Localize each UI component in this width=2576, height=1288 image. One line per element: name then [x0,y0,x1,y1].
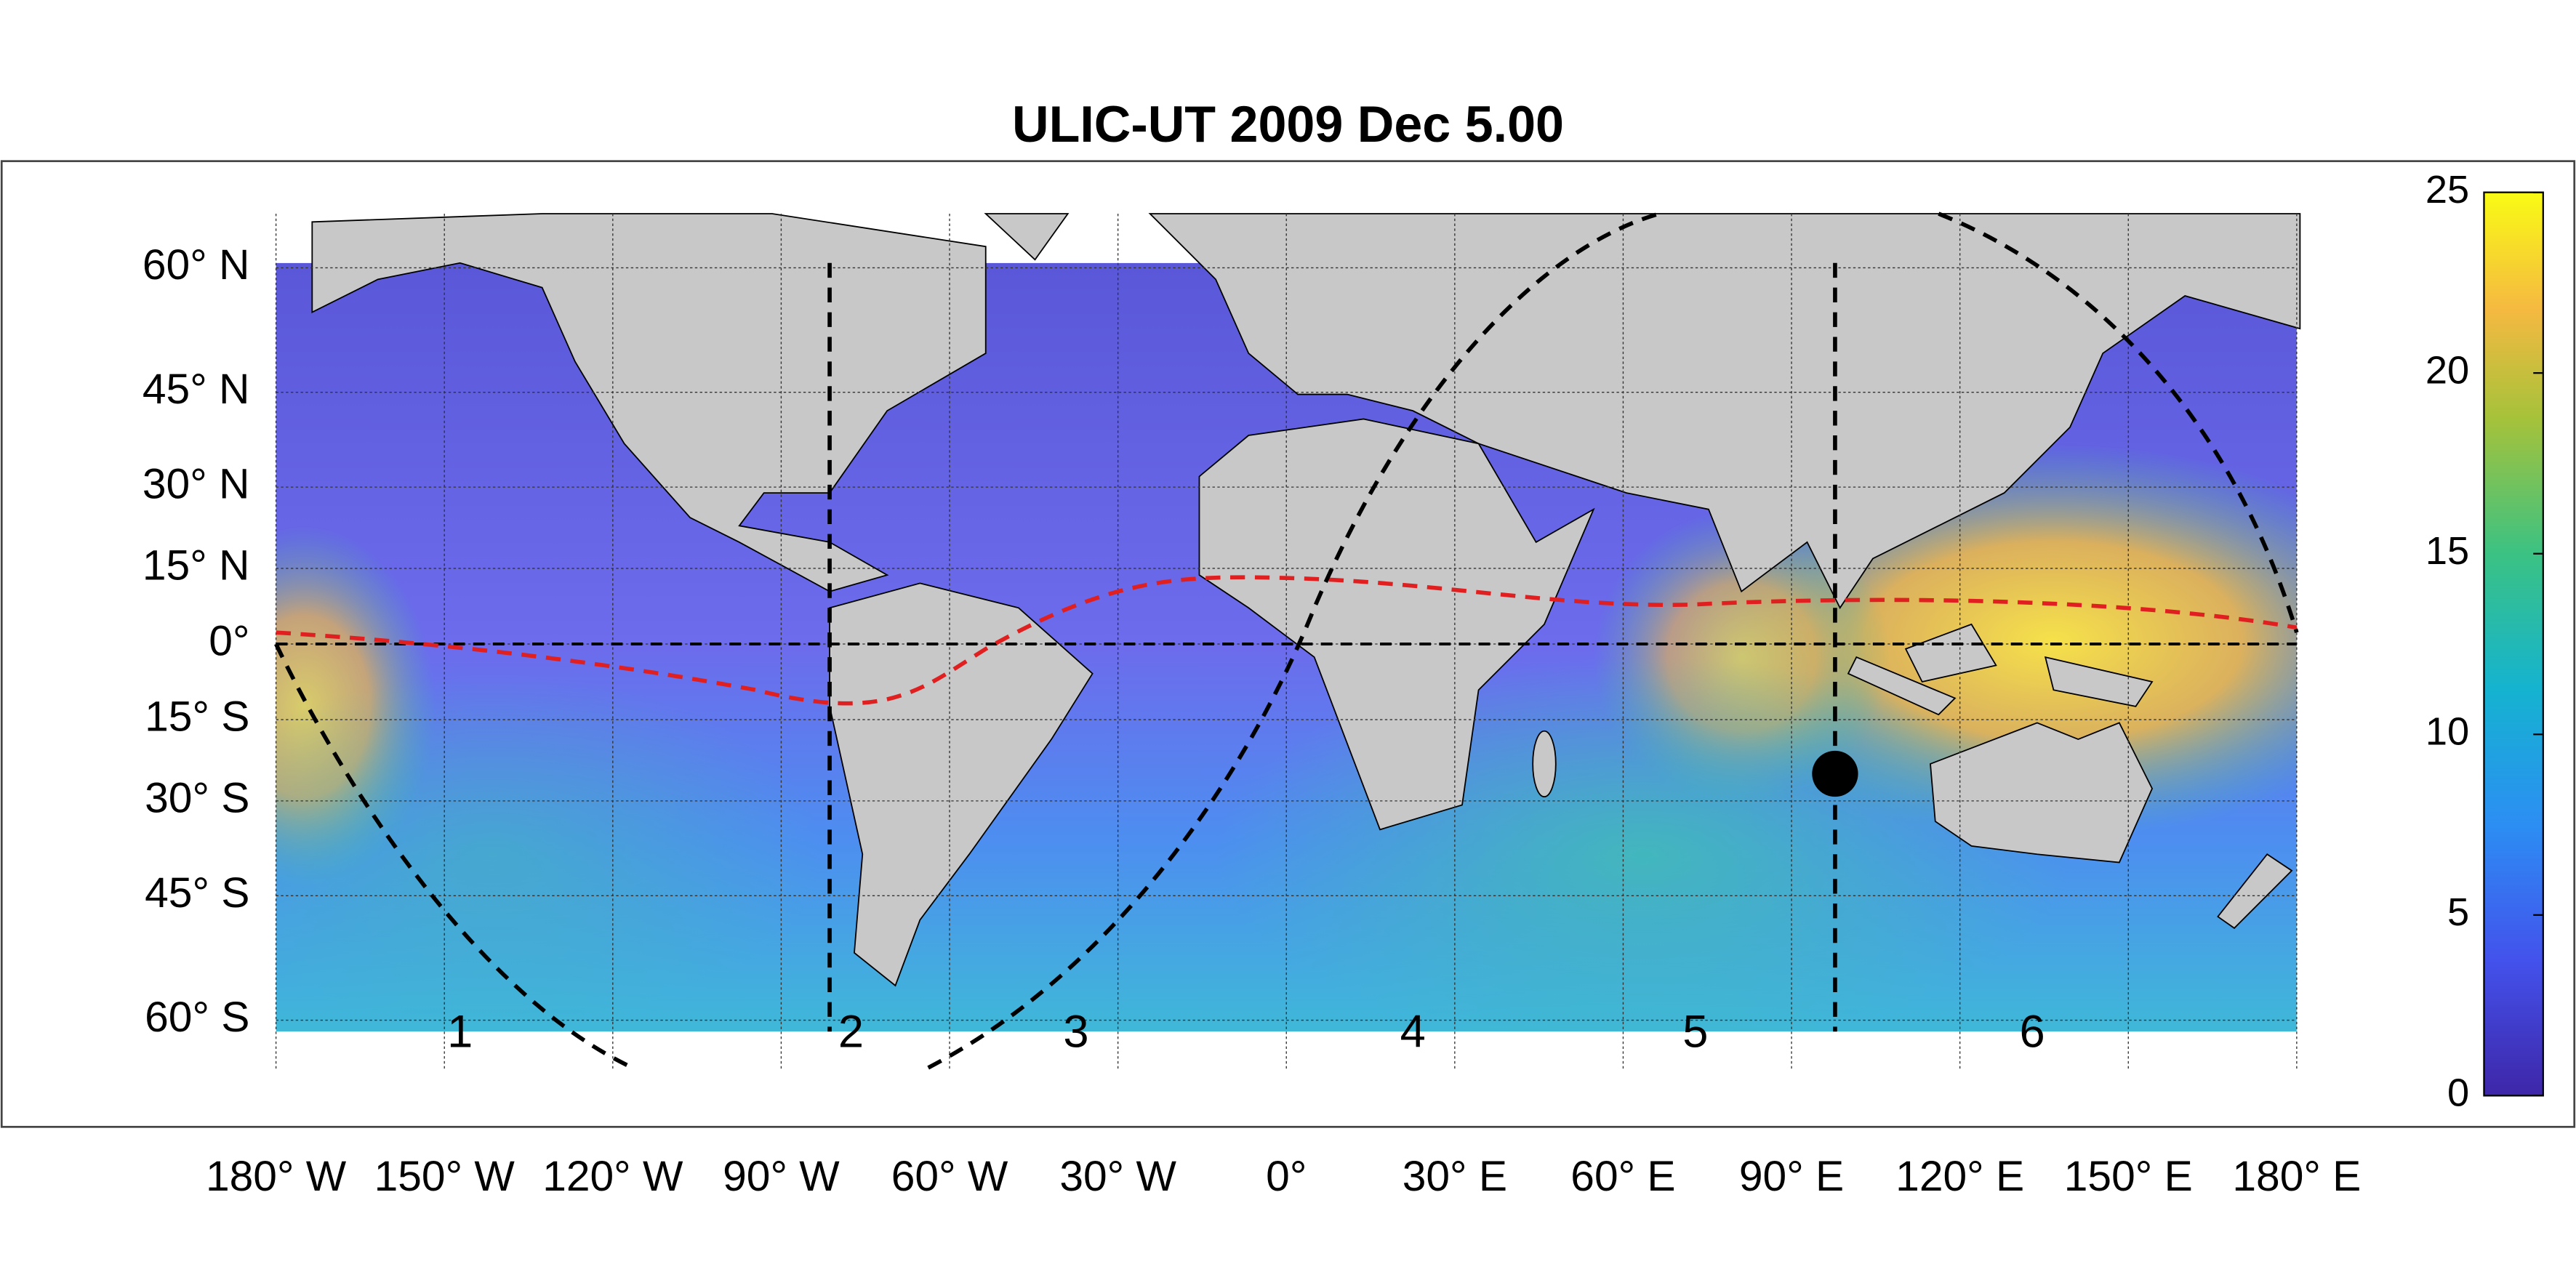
x-tick-label: 60° E [1570,1153,1675,1200]
region-label: 1 [447,1006,473,1057]
colorbar [2483,191,2544,1097]
labels: 180° W 150° W 120° W 90° W 60° W 30° W 0° 30° E… [143,168,2543,1200]
colorbar-tick-label: 20 [2425,348,2469,392]
station-marker [1812,750,1858,797]
y-tick-label: 15° S [145,693,249,741]
y-tick-label: 60° N [143,241,250,289]
y-tick-label: 0° [209,618,249,665]
x-tick-label: 30° E [1403,1153,1507,1200]
colorbar-tick-label: 0 [2447,1071,2469,1115]
region-label: 4 [1400,1006,1426,1057]
x-tick-label: 120° E [1895,1153,2024,1200]
colorbar-tick-label: 15 [2425,529,2469,573]
y-tick-label: 30° N [143,461,250,508]
x-tick-label: 90° W [723,1153,840,1200]
overlays [274,212,2299,1070]
region-label: 3 [1063,1006,1088,1057]
y-tick-label: 60° S [145,994,249,1041]
x-tick-label: 0° [1266,1153,1307,1200]
x-tick-label: 180° E [2232,1153,2361,1200]
region-label: 5 [1682,1006,1708,1057]
figure-frame [0,160,2576,1128]
x-tick-label: 120° W [542,1153,683,1200]
region-label: 2 [838,1006,864,1057]
x-tick-label: 180° W [206,1153,347,1200]
y-tick-label: 30° S [145,774,249,821]
x-tick-label: 60° W [891,1153,1008,1200]
y-tick-label: 45° N [143,366,250,413]
chart-title: ULIC-UT 2009 Dec 5.00 [1012,96,1564,153]
region-label: 6 [2019,1006,2045,1057]
colorbar-tick-label: 10 [2425,710,2469,754]
x-tick-label: 30° W [1059,1153,1176,1200]
y-tick-label: 15° N [143,542,250,589]
x-tick-label: 150° W [374,1153,515,1200]
colorbar-tick-label: 5 [2447,890,2469,934]
land [311,213,2301,987]
x-tick-label: 150° E [2064,1153,2193,1200]
colorbar-tick-label: 25 [2425,168,2469,212]
y-tick-label: 45° S [145,869,249,917]
x-tick-label: 90° E [1739,1153,1844,1200]
